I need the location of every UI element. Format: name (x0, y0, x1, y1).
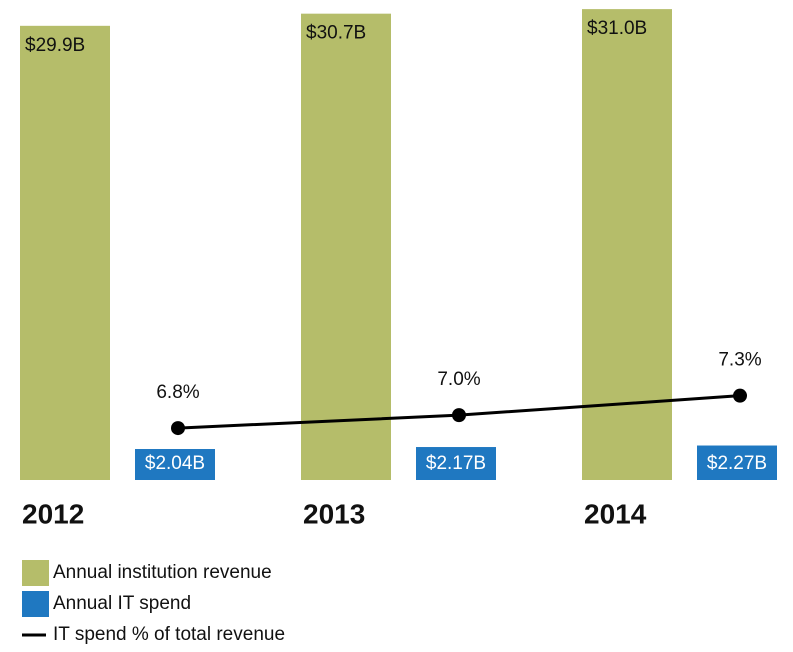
line-point (452, 408, 466, 423)
legend-label: IT spend % of total revenue (53, 624, 285, 645)
bar (135, 449, 215, 480)
value-label: 7.3% (718, 350, 761, 371)
bar (582, 9, 672, 481)
value-label: $29.9B (25, 35, 85, 56)
legend-label: Annual institution revenue (53, 562, 272, 583)
value-label: $2.04B (145, 453, 205, 474)
bar (301, 13, 391, 480)
legend-label: Annual IT spend (53, 593, 191, 614)
x-tick-label: 2014 (584, 498, 647, 529)
bar (697, 445, 777, 480)
x-tick-label: 2013 (303, 498, 365, 529)
legend-swatch (22, 591, 49, 617)
line-point (733, 388, 747, 403)
value-label: $30.7B (306, 23, 366, 44)
value-label: $2.27B (707, 453, 767, 474)
value-label: $2.17B (426, 453, 486, 474)
value-label: 6.8% (156, 382, 199, 403)
bar (416, 447, 496, 480)
value-label: 7.0% (437, 369, 480, 390)
value-label: $31.0B (587, 18, 647, 39)
line-point (171, 421, 185, 436)
legend-swatch (22, 560, 49, 586)
x-tick-label: 2012 (22, 498, 84, 529)
bar (20, 25, 110, 480)
